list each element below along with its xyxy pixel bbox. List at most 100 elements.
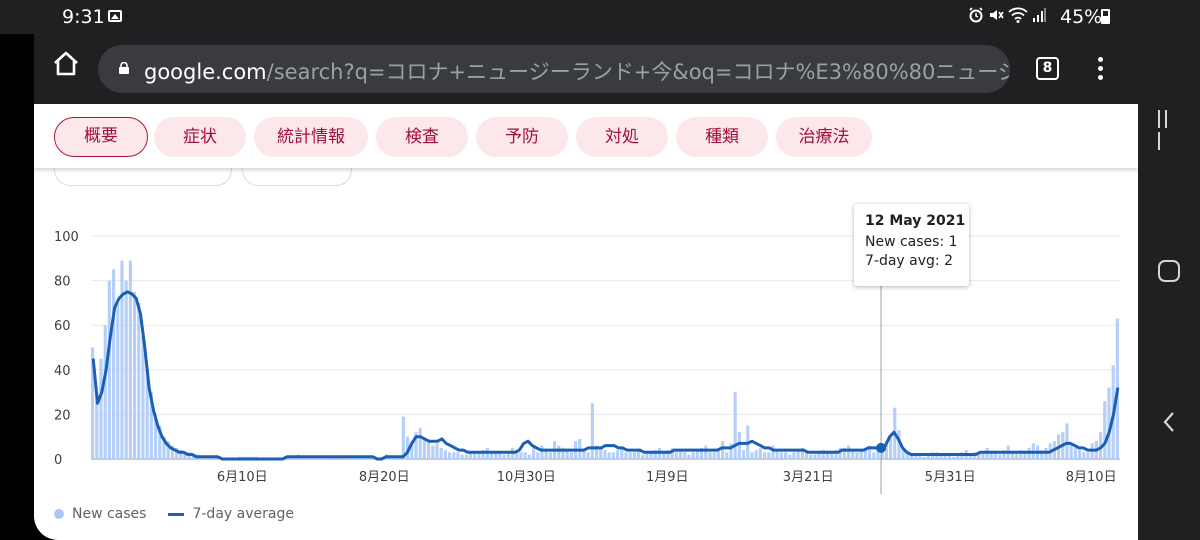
system-home-icon[interactable] (1158, 260, 1180, 282)
case-bar (586, 452, 590, 459)
chip-statistics[interactable]: 統計情報 (254, 117, 368, 157)
chip-testing[interactable]: 検査 (376, 117, 468, 157)
case-bar (771, 445, 775, 459)
case-bar (754, 450, 758, 459)
case-bar (742, 450, 746, 459)
case-bar (704, 445, 708, 459)
case-bar (145, 369, 149, 459)
case-bar (889, 436, 893, 459)
case-bar (821, 450, 825, 459)
case-bar (914, 454, 918, 459)
y-tick-label: 20 (54, 408, 71, 423)
case-bar (683, 452, 687, 459)
image-icon (108, 10, 122, 22)
url-text[interactable]: google.com/search?q=コロナ+ニュージーランド+今&oq=コロ… (144, 56, 1010, 86)
case-bar (662, 452, 666, 459)
case-bar (464, 454, 468, 459)
chart-legend: New cases 7-day average (54, 506, 294, 522)
case-bar (670, 447, 674, 459)
case-bar (565, 450, 569, 459)
case-bar (779, 452, 783, 459)
y-tick-label: 60 (54, 319, 71, 334)
x-tick-label: 5月31日 (925, 470, 976, 485)
case-bar (859, 450, 863, 459)
y-tick-label: 80 (54, 275, 71, 290)
case-bar (162, 436, 166, 459)
mute-icon (990, 10, 1004, 20)
case-bar (1023, 452, 1027, 459)
case-bar (788, 454, 792, 459)
status-bar: 9:31 45% (0, 0, 1140, 34)
case-bar (179, 450, 183, 459)
case-bar (166, 441, 170, 459)
case-bar (124, 280, 128, 459)
case-bar (695, 450, 699, 459)
case-bar (477, 452, 481, 459)
case-bar (422, 438, 426, 459)
case-bar (880, 447, 884, 459)
case-bar (532, 447, 536, 459)
case-bar (758, 447, 762, 459)
case-bar (620, 447, 624, 459)
case-bar (830, 452, 834, 459)
case-bar (939, 454, 943, 459)
case-bar (809, 454, 813, 459)
case-bar (149, 392, 153, 459)
case-bar (506, 452, 510, 459)
case-bar (141, 336, 145, 459)
system-nav-bar (1138, 0, 1200, 540)
case-bar (452, 452, 456, 459)
home-icon[interactable] (52, 50, 80, 78)
tabs-button[interactable]: 8 (1036, 57, 1059, 80)
chip-treatment-measures[interactable]: 対処 (576, 117, 668, 157)
case-bar (544, 450, 548, 459)
hover-point (876, 442, 887, 453)
case-bar (679, 450, 683, 459)
chip-treatment[interactable]: 治療法 (776, 117, 872, 157)
case-bar (448, 452, 452, 459)
x-tick-label: 6月10日 (217, 470, 268, 485)
chip-types[interactable]: 種類 (676, 117, 768, 157)
case-bar (653, 450, 657, 459)
case-bar (427, 441, 431, 459)
case-bar (1099, 432, 1103, 459)
case-bar (1065, 423, 1069, 459)
case-bar (901, 447, 905, 459)
case-bar (519, 452, 523, 459)
case-bar (103, 325, 107, 459)
case-bar (989, 452, 993, 459)
case-bar (498, 452, 502, 459)
x-tick-label: 8月10日 (1066, 470, 1117, 485)
battery-icon (1101, 9, 1110, 24)
cases-chart[interactable]: 0 20 40 60 80 100 6月10日 8月20日 10月30日 1月9日 3月21日 5月3… (34, 104, 1138, 540)
case-bar (443, 450, 447, 459)
case-bar (410, 441, 414, 459)
case-bar (128, 260, 132, 459)
case-bar (481, 450, 485, 459)
case-bar (943, 454, 947, 459)
case-bar (922, 456, 926, 459)
chip-prevention[interactable]: 予防 (476, 117, 568, 157)
case-bar (439, 447, 443, 459)
case-bar (876, 450, 880, 459)
case-bar (737, 432, 741, 459)
chip-symptoms[interactable]: 症状 (154, 117, 246, 157)
case-bar (469, 452, 473, 459)
case-bar (527, 454, 531, 459)
case-bar (977, 452, 981, 459)
recents-icon[interactable] (1158, 110, 1178, 150)
case-bar (590, 403, 594, 459)
x-tick-label: 3月21日 (783, 470, 834, 485)
overflow-menu-icon[interactable] (1096, 57, 1104, 83)
case-bar (603, 450, 607, 459)
case-bar (401, 416, 405, 459)
chip-overview[interactable]: 概要 (54, 117, 148, 157)
back-icon[interactable] (1160, 410, 1178, 434)
address-bar[interactable]: google.com/search?q=コロナ+ニュージーランド+今&oq=コロ… (98, 45, 1010, 93)
case-bar (95, 392, 99, 459)
url-host: google.com (144, 60, 267, 84)
case-bar (792, 452, 796, 459)
case-bar (674, 452, 678, 459)
case-bar (868, 445, 872, 459)
case-bar (1103, 401, 1107, 459)
